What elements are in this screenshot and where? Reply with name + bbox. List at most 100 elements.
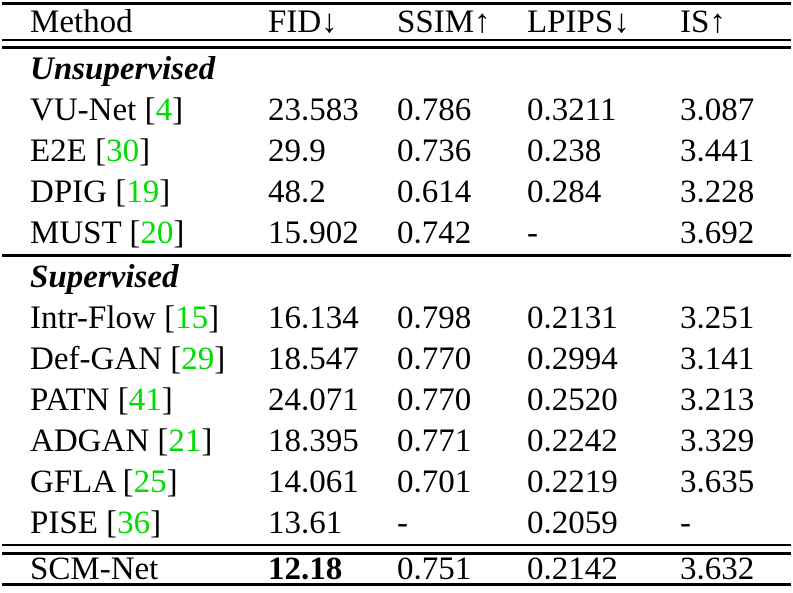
lpips-value: 0.2994 [527, 341, 618, 377]
ssim-value: 0.614 [397, 174, 472, 210]
method-cell: ADGAN [21] [30, 421, 268, 462]
method-cell: GFLA [25] [30, 462, 268, 503]
fid-value: 29.9 [268, 133, 326, 169]
citation-bracket-open: [ [149, 423, 169, 459]
method-name: ADGAN [30, 423, 150, 459]
ssim-value: 0.742 [397, 215, 472, 251]
citation-number: 19 [126, 174, 160, 210]
citation-number: 20 [140, 215, 174, 251]
table-row: DPIG [19] 48.2 0.614 0.284 3.228 [0, 172, 793, 213]
table-row-section-supervised: Supervised [0, 257, 793, 298]
is-value: - [680, 505, 691, 541]
lpips-value: 0.2242 [527, 423, 618, 459]
ssim-value: 0.736 [397, 133, 472, 169]
is-value: 3.087 [680, 92, 755, 128]
column-header-fid: FID↓ [268, 4, 338, 40]
rule-section-divider [2, 254, 791, 257]
lpips-value: 0.284 [527, 174, 602, 210]
table-row: Def-GAN [29] 18.547 0.770 0.2994 3.141 [0, 339, 793, 380]
ssim-value: 0.770 [397, 341, 472, 377]
method-cell: PISE [36] [30, 503, 268, 544]
citation-bracket-close: ] [172, 92, 184, 128]
citation-number: 29 [181, 341, 215, 377]
fid-value: 48.2 [268, 174, 326, 210]
method-name: GFLA [30, 464, 115, 500]
citation-number: 4 [155, 92, 173, 128]
fid-value-best: 12.18 [268, 551, 343, 587]
is-value: 3.141 [680, 341, 755, 377]
method-name: SCM-Net [30, 551, 159, 587]
citation-bracket-close: ] [159, 174, 171, 210]
is-value: 3.632 [680, 551, 755, 587]
empty-cell [527, 49, 680, 90]
table-row-section-unsupervised: Unsupervised [0, 49, 793, 90]
table-row-scm-net: SCM-Net 12.18 0.751 0.2142 3.632 [0, 551, 793, 587]
citation-number: 30 [106, 133, 140, 169]
citation-bracket-open: [ [161, 341, 182, 377]
table-row: PISE [36] 13.61 - 0.2059 - [0, 503, 793, 544]
section-label: Unsupervised [30, 51, 216, 87]
citation-bracket-open: [ [109, 382, 129, 418]
citation-number: 36 [117, 505, 151, 541]
method-cell: MUST [20] [30, 213, 268, 254]
empty-cell [397, 257, 527, 298]
table-row: VU-Net [4] 23.583 0.786 0.3211 3.087 [0, 90, 793, 131]
citation-bracket-close: ] [214, 341, 226, 377]
fid-value: 13.61 [268, 505, 343, 541]
table-row: GFLA [25] 14.061 0.701 0.2219 3.635 [0, 462, 793, 503]
citation-number: 21 [168, 423, 202, 459]
method-name: MUST [30, 215, 122, 251]
method-cell: VU-Net [4] [30, 90, 268, 131]
citation-bracket-close: ] [173, 215, 185, 251]
is-value: 3.251 [680, 300, 755, 336]
lpips-value: 0.2059 [527, 505, 618, 541]
rule-top [2, 2, 791, 5]
citation-bracket-open: [ [155, 300, 176, 336]
empty-cell [268, 257, 397, 298]
lpips-value: 0.2131 [527, 300, 618, 336]
empty-cell [680, 257, 793, 298]
lpips-value: 0.2520 [527, 382, 618, 418]
table-row: E2E [30] 29.9 0.736 0.238 3.441 [0, 131, 793, 172]
empty-cell [268, 49, 397, 90]
column-header-is: IS↑ [680, 4, 726, 40]
is-value: 3.692 [680, 215, 755, 251]
table-header-row: Method FID↓ SSIM↑ LPIPS↓ IS↑ [0, 5, 793, 39]
method-cell: DPIG [19] [30, 172, 268, 213]
citation-bracket-open: [ [86, 133, 107, 169]
method-name: PISE [30, 505, 98, 541]
lpips-value: 0.2142 [527, 551, 618, 587]
empty-cell [397, 49, 527, 90]
method-name: E2E [30, 133, 87, 169]
rule-result-double [2, 544, 791, 555]
lpips-value: 0.238 [527, 133, 602, 169]
method-name: VU-Net [30, 92, 137, 128]
ssim-value: 0.770 [397, 382, 472, 418]
method-cell: E2E [30] [30, 131, 268, 172]
rule-header-double [2, 39, 791, 49]
fid-value: 14.061 [268, 464, 359, 500]
is-value: 3.441 [680, 133, 755, 169]
citation-number: 25 [133, 464, 167, 500]
method-cell: PATN [41] [30, 380, 268, 421]
citation-bracket-open: [ [107, 174, 127, 210]
empty-cell [527, 257, 680, 298]
rule-bottom [2, 583, 791, 586]
table-row: PATN [41] 24.071 0.770 0.2520 3.213 [0, 380, 793, 421]
section-label: Supervised [30, 259, 179, 295]
citation-bracket-close: ] [166, 464, 178, 500]
is-value: 3.213 [680, 382, 755, 418]
ssim-value: - [397, 505, 408, 541]
fid-value: 18.395 [268, 423, 359, 459]
citation-bracket-close: ] [139, 133, 151, 169]
method-name: PATN [30, 382, 110, 418]
ssim-value: 0.771 [397, 423, 472, 459]
fid-value: 18.547 [268, 341, 359, 377]
citation-number: 41 [128, 382, 162, 418]
citation-bracket-open: [ [136, 92, 156, 128]
fid-value: 23.583 [268, 92, 359, 128]
method-cell: SCM-Net [30, 553, 268, 586]
empty-cell [680, 49, 793, 90]
table-row: Intr-Flow [15] 16.134 0.798 0.2131 3.251 [0, 298, 793, 339]
